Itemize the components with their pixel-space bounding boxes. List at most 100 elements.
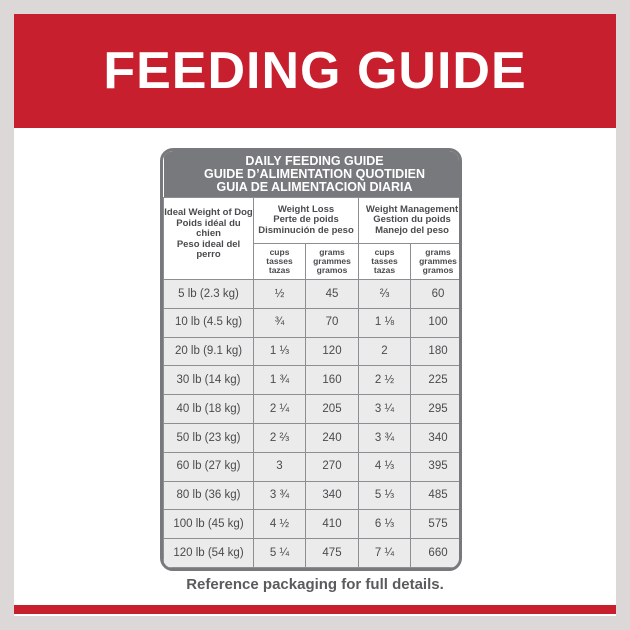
cell: 3 ¼ — [358, 394, 411, 424]
cell: 340 — [305, 480, 359, 511]
cell: 4 ½ — [253, 509, 306, 540]
cell: 160 — [305, 365, 359, 396]
text-line: grammes — [313, 256, 351, 266]
data-row: 5 lb (2.3 kg) ½ 45 ⅔ 60 — [163, 279, 459, 309]
data-row: 80 lb (36 kg) 3 ¾ 340 5 ⅓ 485 — [163, 480, 459, 511]
cell: 45 — [305, 279, 359, 309]
cell: 20 lb (9.1 kg) — [163, 336, 254, 367]
unit-header: grams grammes gramos — [409, 243, 459, 280]
cell: 2 — [358, 336, 411, 367]
cell: 4 ⅓ — [358, 451, 411, 482]
cell: 575 — [409, 509, 459, 540]
data-row: 120 lb (54 kg) 5 ¼ 475 7 ¼ 660 — [163, 538, 459, 568]
text-line: Manejo del peso — [375, 224, 449, 236]
text-line: Weight Management — [365, 203, 459, 215]
text-line: Weight Loss — [277, 203, 335, 215]
data-row: 30 lb (14 kg) 1 ¾ 160 2 ½ 225 — [163, 365, 459, 396]
red-bar — [14, 605, 616, 614]
feeding-table: DAILY FEEDING GUIDE GUIDE D’ALIMENTATION … — [160, 148, 462, 571]
cell: 3 ¾ — [358, 422, 411, 453]
cell: 50 lb (23 kg) — [163, 422, 254, 453]
text-line: cups — [374, 247, 395, 257]
text-line: grammes — [419, 256, 457, 266]
panel: FEEDING GUIDE DAILY FEEDING GUIDE GUIDE D… — [14, 14, 616, 616]
data-row: 20 lb (9.1 kg) 1 ⅓ 120 2 180 — [163, 336, 459, 367]
text-line: Ideal Weight of Dog — [164, 207, 253, 218]
footer-note: Reference packaging for full details. — [186, 576, 444, 593]
group-row: Ideal Weight of Dog Poids idéal du chien P… — [163, 197, 459, 280]
cell: 2 ¼ — [253, 394, 306, 424]
cell: 180 — [409, 336, 459, 367]
text-line: tazas — [373, 265, 396, 275]
group-header: Weight Loss Perte de poids Disminución de … — [253, 197, 359, 244]
data-row: 100 lb (45 kg) 4 ½ 410 6 ⅓ 575 — [163, 509, 459, 540]
text-line: grams — [319, 247, 345, 257]
data-row: 60 lb (27 kg) 3 270 4 ⅓ 395 — [163, 451, 459, 482]
text-line: GUIA DE ALIMENTACION DIARIA — [216, 179, 413, 194]
text-line: gramos — [422, 265, 454, 275]
cell: 2 ½ — [358, 365, 411, 396]
table-title: DAILY FEEDING GUIDE GUIDE D’ALIMENTATION … — [163, 151, 459, 198]
weight-header: Ideal Weight of Dog Poids idéal du chien P… — [163, 197, 254, 280]
cell: 225 — [409, 365, 459, 396]
cell: 30 lb (14 kg) — [163, 365, 254, 396]
cell: ½ — [253, 279, 306, 309]
cell: 240 — [305, 422, 359, 453]
cell: 5 ¼ — [253, 538, 306, 568]
cell: ¾ — [253, 307, 306, 338]
text-line: tasses — [371, 256, 398, 266]
cell: 100 lb (45 kg) — [163, 509, 254, 540]
data-row: 50 lb (23 kg) 2 ⅔ 240 3 ¾ 340 — [163, 422, 459, 453]
cell: 475 — [305, 538, 359, 568]
text-line: Poids idéal du chien — [176, 217, 241, 239]
text-line: Disminución de peso — [258, 224, 354, 236]
cell: 80 lb (36 kg) — [163, 480, 254, 511]
cell: ⅔ — [358, 279, 411, 309]
text-line: cups — [269, 247, 290, 257]
cell: 485 — [409, 480, 459, 511]
cell: 1 ⅛ — [358, 307, 411, 338]
cell: 295 — [409, 394, 459, 424]
cell: 40 lb (18 kg) — [163, 394, 254, 424]
cell: 60 — [409, 279, 459, 309]
unit-header: cups tasses tazas — [253, 243, 306, 280]
unit-header: grams grammes gramos — [305, 243, 359, 280]
cell: 410 — [305, 509, 359, 540]
cell: 1 ¾ — [253, 365, 306, 396]
unit-header: cups tasses tazas — [358, 243, 411, 280]
cell: 660 — [409, 538, 459, 568]
text-line: DAILY FEEDING GUIDE — [245, 153, 384, 168]
cell: 3 — [253, 451, 306, 482]
cell: 5 lb (2.3 kg) — [163, 279, 254, 309]
cell: 340 — [409, 422, 459, 453]
text-line: GUIDE D’ALIMENTATION QUOTIDIEN — [203, 166, 426, 181]
text-line: Peso ideal del perro — [176, 238, 241, 260]
text-line: gramos — [316, 265, 348, 275]
cell: 70 — [305, 307, 359, 338]
cell: 6 ⅓ — [358, 509, 411, 540]
cell: 60 lb (27 kg) — [163, 451, 254, 482]
cell: 7 ¼ — [358, 538, 411, 568]
cell: 100 — [409, 307, 459, 338]
text-line: Perte de poids — [273, 214, 339, 226]
cell: 205 — [305, 394, 359, 424]
table: DAILY FEEDING GUIDE GUIDE D’ALIMENTATION … — [163, 151, 459, 568]
unit-row: cups tasses tazas grams grammes gramos cups tas… — [164, 243, 459, 280]
cell: 10 lb (4.5 kg) — [163, 307, 254, 338]
cell: 120 lb (54 kg) — [163, 538, 254, 568]
title-banner: FEEDING GUIDE — [14, 14, 616, 128]
cell: 5 ⅓ — [358, 480, 411, 511]
cell: 1 ⅓ — [253, 336, 306, 367]
text-line: grams — [425, 247, 451, 257]
cell: 2 ⅔ — [253, 422, 306, 453]
cell: 3 ¾ — [253, 480, 306, 511]
title-row: DAILY FEEDING GUIDE GUIDE D’ALIMENTATION … — [163, 151, 459, 198]
cell: 270 — [305, 451, 359, 482]
group-header: Weight Management Gestion du poids Manejo … — [357, 197, 459, 244]
title: FEEDING GUIDE — [103, 42, 527, 100]
text-line: tazas — [268, 265, 291, 275]
text-line: tasses — [266, 256, 293, 266]
data-row: 10 lb (4.5 kg) ¾ 70 1 ⅛ 100 — [163, 307, 459, 338]
cell: 120 — [305, 336, 359, 367]
